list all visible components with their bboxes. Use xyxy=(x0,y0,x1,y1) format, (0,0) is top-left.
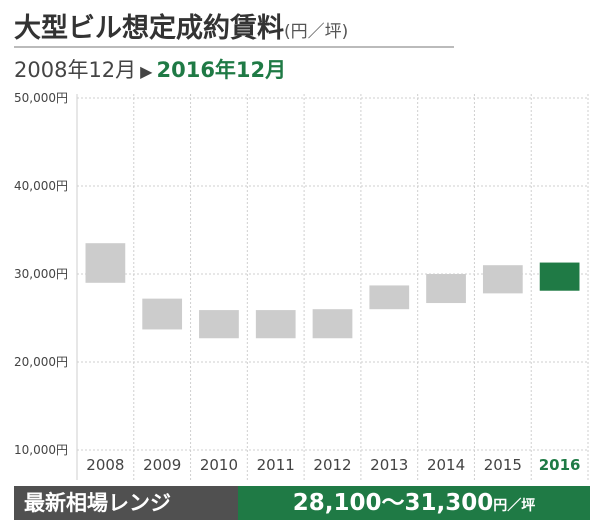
period-range: 2008年12月 ▶ 2016年12月 xyxy=(14,54,286,84)
y-tick-label: 40,000円 xyxy=(14,179,68,193)
latest-range-label: 最新相場レンジ xyxy=(14,486,238,520)
y-tick-label: 50,000円 xyxy=(14,91,68,105)
range-bar-highlight xyxy=(539,262,580,291)
y-tick-label: 10,000円 xyxy=(14,443,68,457)
title-unit: (円／坪) xyxy=(284,22,349,42)
range-bar xyxy=(482,265,523,294)
x-category-label: 2015 xyxy=(484,456,522,474)
range-bar xyxy=(199,310,239,339)
triangle-right-icon: ▶ xyxy=(140,62,153,81)
y-tick-label: 20,000円 xyxy=(14,355,68,369)
x-category-label: 2011 xyxy=(257,456,295,474)
x-category-label: 2014 xyxy=(427,456,465,474)
range-bar xyxy=(426,274,466,304)
x-category-label: 2016 xyxy=(539,456,581,474)
x-category-label: 2013 xyxy=(370,456,408,474)
range-bar xyxy=(142,298,183,330)
title-text: 大型ビル想定成約賃料 xyxy=(14,13,284,44)
x-category-label: 2008 xyxy=(86,456,124,474)
range-bar xyxy=(369,285,410,310)
latest-range-banner: 最新相場レンジ 28,100〜31,300円／坪 xyxy=(0,486,600,520)
y-tick-label: 30,000円 xyxy=(14,267,68,281)
range-bar xyxy=(85,243,126,283)
x-category-label: 2009 xyxy=(143,456,181,474)
x-category-label: 2010 xyxy=(200,456,238,474)
period-to: 2016年12月 xyxy=(156,58,287,82)
latest-range-unit: 円／坪 xyxy=(493,498,536,514)
chart-title: 大型ビル想定成約賃料(円／坪) xyxy=(14,6,454,48)
x-category-label: 2012 xyxy=(313,456,351,474)
range-bar xyxy=(255,310,296,339)
latest-range-value: 28,100〜31,300円／坪 xyxy=(238,486,590,520)
latest-range-numbers: 28,100〜31,300 xyxy=(292,490,494,516)
range-bar xyxy=(312,309,353,339)
period-from: 2008年12月 xyxy=(14,58,137,82)
